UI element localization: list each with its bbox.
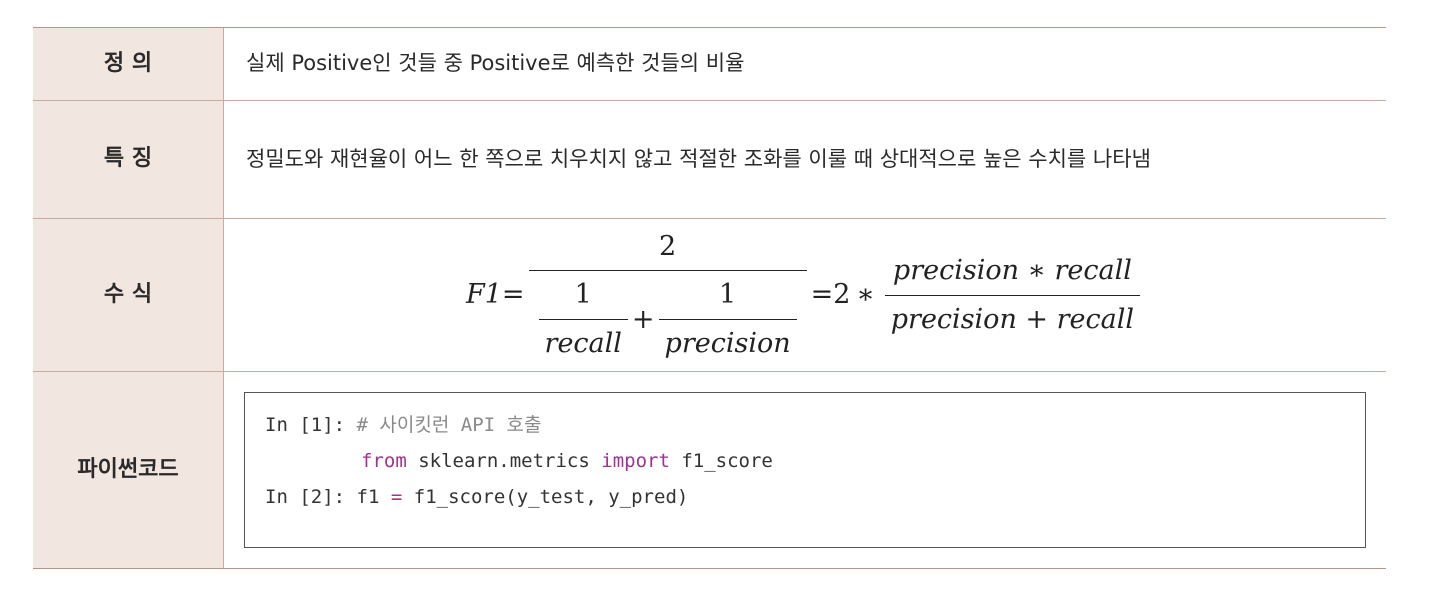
inverse-precision-fraction: 1 precision — [658, 273, 797, 365]
formula-times: ∗ — [856, 279, 875, 311]
code-var: f1 — [356, 486, 380, 508]
product-fraction: precision ∗ recall precision + recall — [884, 249, 1140, 341]
formula-lhs: F1 — [465, 279, 502, 311]
f1-score-table: 정 의 실제 Positive인 것들 중 Positive로 예측한 것들의 … — [33, 27, 1386, 569]
harmonic-denominator: 1 recall + 1 precision — [528, 270, 807, 365]
product-numerator: precision ∗ recall — [892, 255, 1132, 287]
code-cell: In [1]: # 사이킷런 API 호출 from sklearn.metri… — [224, 372, 1388, 568]
inverse-recall-numerator: 1 — [574, 279, 592, 311]
code-module: sklearn.metrics — [418, 450, 590, 472]
code-keyword-from: from — [361, 450, 407, 472]
definition-label: 정 의 — [33, 28, 224, 100]
code-line-2: from sklearn.metrics import f1_score — [265, 443, 1345, 479]
code-prompt-2: In [2]: — [265, 486, 346, 508]
formula-two: 2 — [833, 279, 851, 311]
formula-equals: = — [501, 279, 525, 311]
code-operator: = — [390, 486, 403, 508]
code-keyword-import: import — [601, 450, 670, 472]
f1-formula: F1 = 2 1 recall + 1 precision — [466, 225, 1144, 365]
code-import-name: f1_score — [681, 450, 773, 472]
definition-row: 정 의 실제 Positive인 것들 중 Positive로 예측한 것들의 … — [33, 28, 1386, 101]
inverse-precision-denominator: precision — [658, 318, 797, 365]
inverse-recall-fraction: 1 recall — [538, 273, 628, 365]
formula-cell: F1 = 2 1 recall + 1 precision — [224, 219, 1386, 371]
code-line-1: In [1]: # 사이킷런 API 호출 — [265, 407, 1345, 443]
feature-text: 정밀도와 재현율이 어느 한 쪽으로 치우치지 않고 적절한 조화를 이룰 때 … — [246, 146, 1151, 171]
harmonic-numerator: 2 — [658, 231, 677, 263]
code-line-3: In [2]: f1 = f1_score(y_test, y_pred) — [265, 479, 1345, 515]
feature-label: 특 징 — [33, 101, 224, 218]
code-label: 파이썬 코드 — [33, 372, 224, 568]
formula-equals-2: = — [810, 279, 834, 311]
code-prompt-1: In [1]: — [265, 414, 346, 436]
code-comment: # 사이킷런 API 호출 — [356, 414, 542, 436]
formula-label: 수 식 — [33, 219, 224, 371]
code-label-line2: 코드 — [138, 456, 179, 482]
code-block: In [1]: # 사이킷런 API 호출 from sklearn.metri… — [244, 392, 1366, 548]
feature-row: 특 징 정밀도와 재현율이 어느 한 쪽으로 치우치지 않고 적절한 조화를 이… — [33, 101, 1386, 219]
product-denominator: precision + recall — [884, 294, 1140, 341]
code-label-line1: 파이썬 — [77, 456, 139, 482]
code-row: 파이썬 코드 In [1]: # 사이킷런 API 호출 from sklear… — [33, 372, 1386, 568]
denominator-plus: + — [631, 303, 655, 335]
harmonic-fraction: 2 1 recall + 1 precision — [528, 225, 807, 365]
formula-row: 수 식 F1 = 2 1 recall + 1 precision — [33, 219, 1386, 372]
inverse-recall-denominator: recall — [538, 318, 628, 365]
code-call: f1_score(y_test, y_pred) — [413, 486, 689, 508]
definition-text: 실제 Positive인 것들 중 Positive로 예측한 것들의 비율 — [246, 51, 745, 76]
inverse-precision-numerator: 1 — [718, 279, 737, 311]
